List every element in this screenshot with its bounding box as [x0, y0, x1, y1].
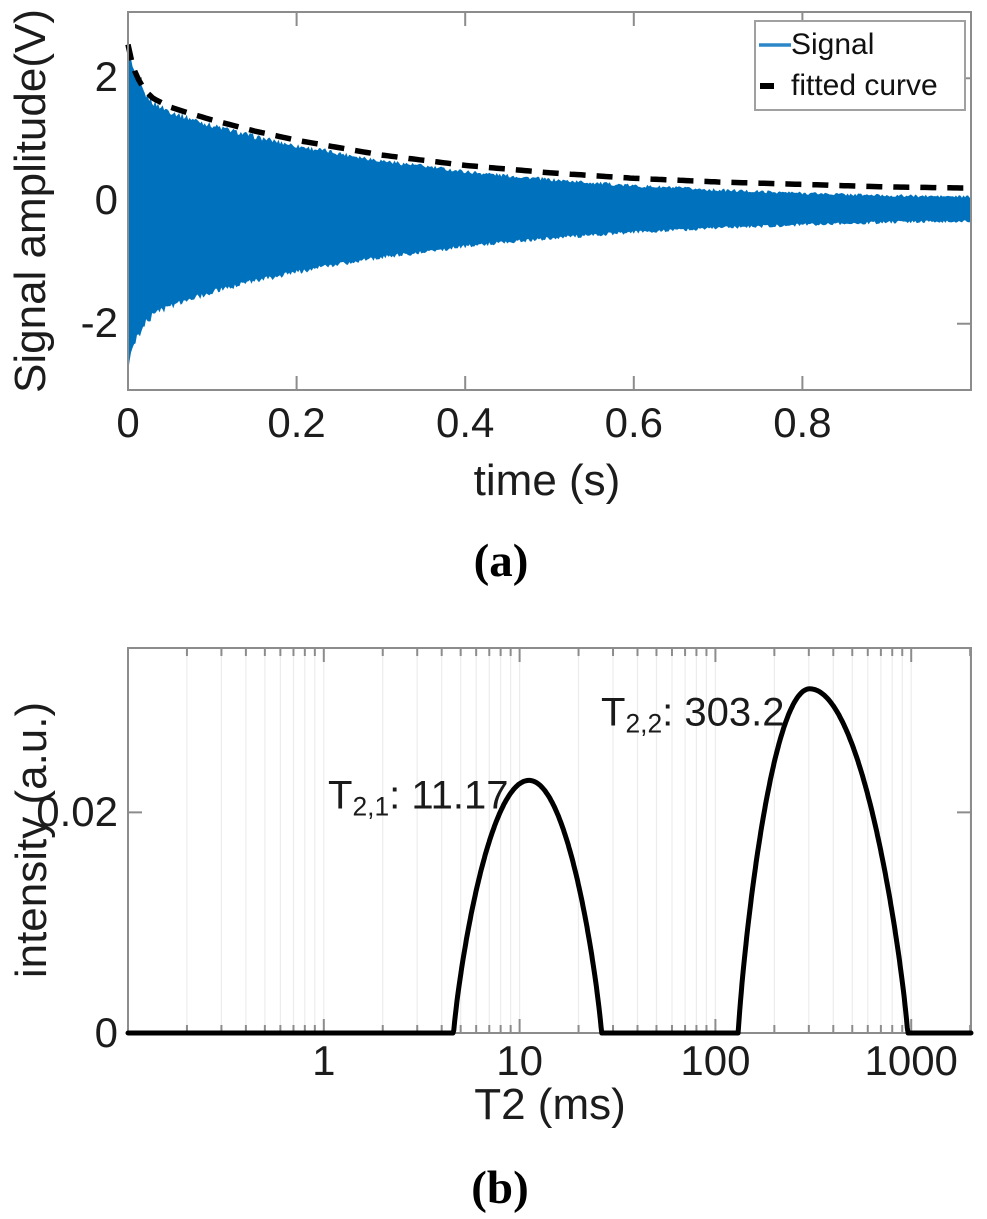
annotation-t2-2-sub: 2,2	[625, 708, 663, 739]
plot-a-xtick-label: 0	[116, 399, 140, 446]
plot-a-ytick-label: -2	[80, 298, 118, 346]
plot-b-ticks	[128, 648, 972, 1033]
plot-b-ytick-label: 0.02	[36, 788, 118, 836]
panel-b-letter: (b)	[471, 1162, 529, 1214]
plot-a-xlabel: time (s)	[473, 456, 621, 505]
annotation-t2-1-base: T	[328, 773, 353, 818]
legend-fitted-dash-sample	[759, 81, 791, 91]
plot-a-xtick-label: 0.8	[773, 399, 832, 446]
plot-a-ytick-label: 0	[94, 175, 118, 223]
plot-b-xtick-label: 1	[312, 1037, 336, 1084]
plot-a-xtick-label: 0.2	[267, 399, 326, 446]
annotation-t2-1: T2,1: 11.17	[328, 773, 509, 822]
plot-a-xtick-label: 0.4	[435, 399, 495, 446]
legend-item-fitted-curve: fitted curve	[759, 66, 964, 106]
legend-fitted-label: fitted curve	[791, 68, 938, 102]
plot-b-ytick-label: 0	[94, 1008, 118, 1056]
plot-a-ylabel: Signal amplitude(V)	[6, 9, 55, 393]
annotation-t2-1-value: : 11.17	[389, 773, 509, 818]
plot-b-xtick-label: 100	[680, 1037, 751, 1084]
annotation-t2-2-value: : 303.2	[662, 690, 785, 735]
plot-a-xtick-label: 0.6	[604, 399, 663, 446]
plot-b-xtick-label: 1000	[864, 1037, 958, 1084]
legend: Signal fitted curve	[754, 20, 966, 111]
legend-signal-label: Signal	[791, 28, 875, 62]
plot-b-minor-grid	[186, 648, 971, 1033]
panel-a-letter: (a)	[473, 535, 529, 587]
plot-b-ylabel: intensity (a.u.)	[7, 701, 56, 979]
annotation-t2-2-base: T	[601, 690, 626, 735]
plot-b-xtick-label: 10	[496, 1037, 543, 1084]
plot-a-ytick-label: 2	[94, 53, 118, 101]
t2-distribution-curve	[125, 686, 974, 1036]
plot-b-axes-box	[127, 647, 972, 1034]
plot-b	[125, 647, 974, 1036]
annotation-t2-1-sub: 2,1	[352, 791, 390, 822]
legend-item-signal: Signal	[759, 25, 964, 65]
legend-signal-line-sample	[759, 41, 791, 49]
fitted-curve	[125, 43, 971, 191]
signal-area	[128, 45, 971, 373]
plot-b-xlabel: T2 (ms)	[474, 1080, 626, 1129]
annotation-t2-2: T2,2: 303.2	[601, 690, 785, 739]
plot-a-axes-box	[127, 11, 972, 391]
